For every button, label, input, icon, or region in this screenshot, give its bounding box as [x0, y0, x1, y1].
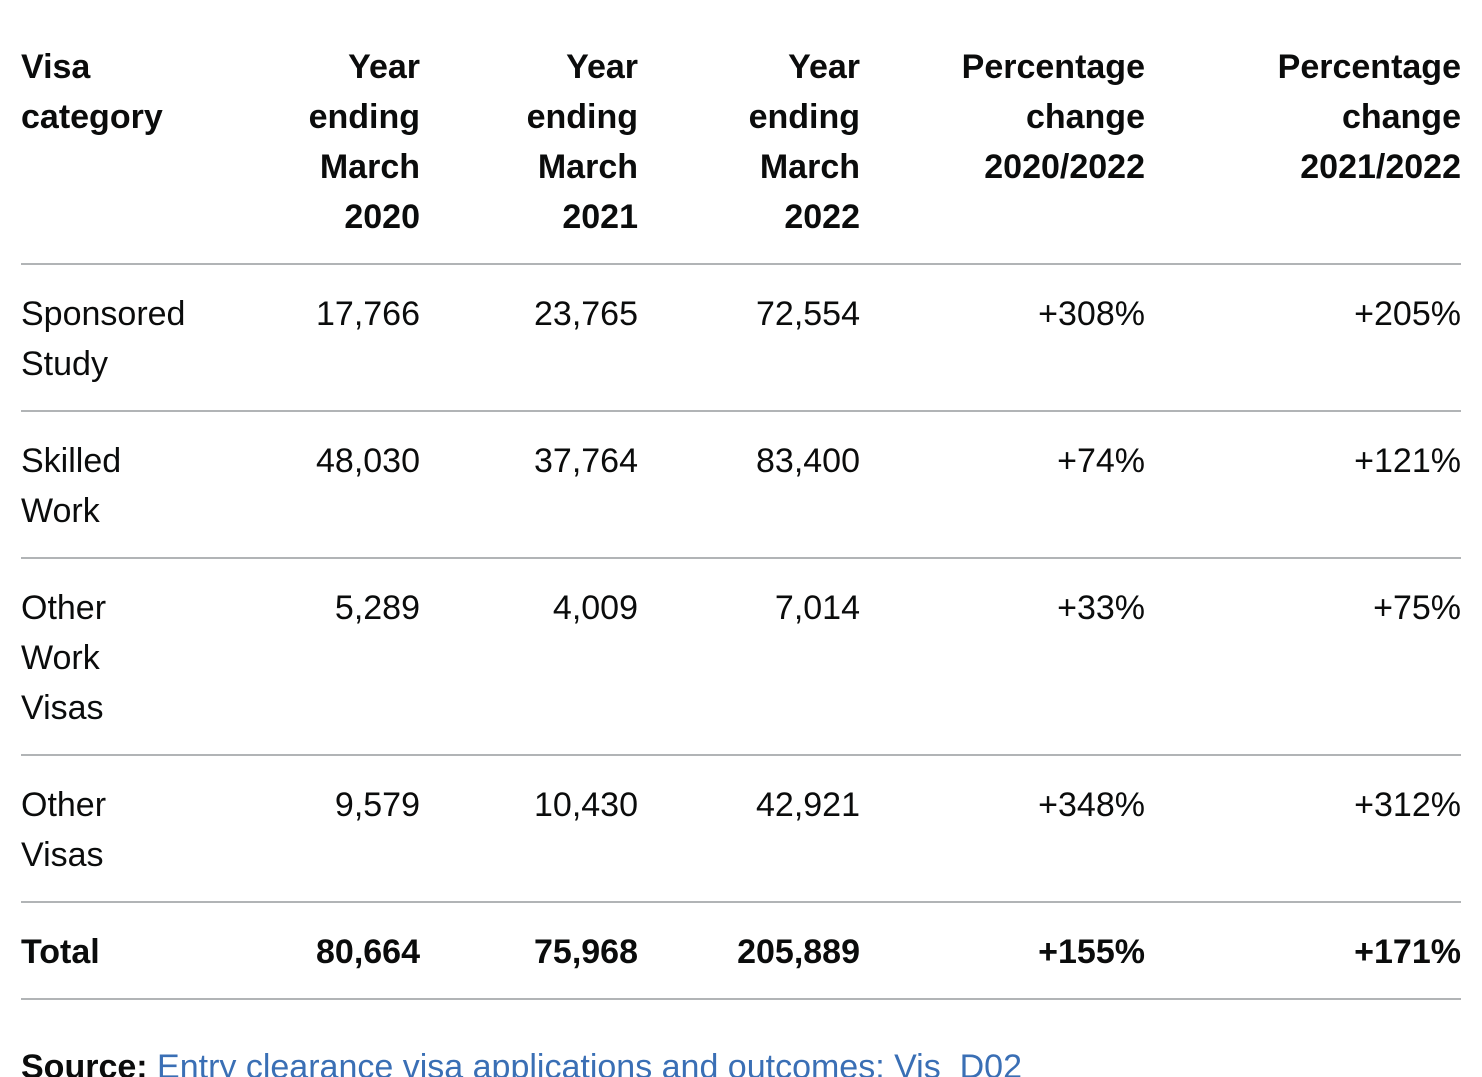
- table-cell: 37,764: [420, 411, 638, 559]
- source-link[interactable]: Entry clearance visa applications and ou…: [157, 1048, 1023, 1077]
- column-header-percentage-change-2020-2022: Percentage change 2020/2022: [860, 18, 1145, 265]
- row-category: Skilled Work: [21, 411, 251, 559]
- table-cell: +75%: [1145, 558, 1461, 756]
- row-category: Other Visas: [21, 755, 251, 903]
- table-row-skilled-work: Skilled Work 48,030 37,764 83,400 +74% +…: [21, 411, 1461, 559]
- source-line: Source: Entry clearance visa application…: [21, 1044, 1461, 1077]
- table-cell-total: +155%: [860, 902, 1145, 1000]
- table-cell: +308%: [860, 264, 1145, 412]
- header-row: Visa category Year ending March 2020 Yea…: [21, 18, 1461, 265]
- row-category-total: Total: [21, 902, 251, 1000]
- table-cell-total: 75,968: [420, 902, 638, 1000]
- table-cell: +33%: [860, 558, 1145, 756]
- table-cell: +312%: [1145, 755, 1461, 903]
- table-cell: 42,921: [638, 755, 860, 903]
- visa-statistics-table: Visa category Year ending March 2020 Yea…: [21, 18, 1461, 1000]
- row-category: Sponsored Study: [21, 264, 251, 412]
- table-cell: +205%: [1145, 264, 1461, 412]
- table-cell: 83,400: [638, 411, 860, 559]
- table-cell-total: +171%: [1145, 902, 1461, 1000]
- table-row-other-visas: Other Visas 9,579 10,430 42,921 +348% +3…: [21, 755, 1461, 903]
- row-category: Other Work Visas: [21, 558, 251, 756]
- column-header-year-ending-march-2021: Year ending March 2021: [420, 18, 638, 265]
- table-cell: 5,289: [251, 558, 420, 756]
- table-row-total: Total 80,664 75,968 205,889 +155% +171%: [21, 902, 1461, 1000]
- table-cell: +348%: [860, 755, 1145, 903]
- table-cell: +74%: [860, 411, 1145, 559]
- table-cell: 9,579: [251, 755, 420, 903]
- table-cell: 17,766: [251, 264, 420, 412]
- table-row-sponsored-study: Sponsored Study 17,766 23,765 72,554 +30…: [21, 264, 1461, 412]
- table-cell: 48,030: [251, 411, 420, 559]
- table-cell: 23,765: [420, 264, 638, 412]
- column-header-year-ending-march-2022: Year ending March 2022: [638, 18, 860, 265]
- column-header-percentage-change-2021-2022: Percentage change 2021/2022: [1145, 18, 1461, 265]
- source-label: Source:: [21, 1048, 148, 1077]
- table-cell: 7,014: [638, 558, 860, 756]
- table-cell: 10,430: [420, 755, 638, 903]
- table-cell: +121%: [1145, 411, 1461, 559]
- table-cell: 4,009: [420, 558, 638, 756]
- column-header-year-ending-march-2020: Year ending March 2020: [251, 18, 420, 265]
- table-cell-total: 80,664: [251, 902, 420, 1000]
- column-header-visa-category: Visa category: [21, 18, 251, 265]
- table-cell: 72,554: [638, 264, 860, 412]
- table-row-other-work-visas: Other Work Visas 5,289 4,009 7,014 +33% …: [21, 558, 1461, 756]
- table-cell-total: 205,889: [638, 902, 860, 1000]
